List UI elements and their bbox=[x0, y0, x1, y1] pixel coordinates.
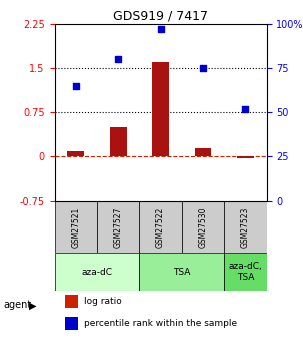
FancyBboxPatch shape bbox=[224, 254, 267, 290]
Text: TSA: TSA bbox=[173, 267, 191, 277]
Title: GDS919 / 7417: GDS919 / 7417 bbox=[113, 10, 208, 23]
Bar bbox=[65, 317, 78, 330]
Point bbox=[158, 27, 163, 32]
FancyBboxPatch shape bbox=[224, 200, 267, 254]
Point bbox=[201, 66, 205, 71]
Point bbox=[116, 57, 121, 62]
Point bbox=[243, 106, 248, 111]
Point bbox=[73, 83, 78, 89]
FancyBboxPatch shape bbox=[182, 200, 224, 254]
Text: aza-dC,
TSA: aza-dC, TSA bbox=[228, 262, 262, 282]
Text: GSM27522: GSM27522 bbox=[156, 206, 165, 248]
FancyBboxPatch shape bbox=[139, 200, 182, 254]
Text: GSM27521: GSM27521 bbox=[71, 206, 80, 248]
Bar bbox=[237, 157, 254, 158]
Text: GSM27523: GSM27523 bbox=[241, 206, 250, 248]
Bar bbox=[65, 295, 78, 308]
Bar bbox=[110, 127, 127, 157]
Text: aza-dC: aza-dC bbox=[82, 267, 112, 277]
Text: percentile rank within the sample: percentile rank within the sample bbox=[84, 319, 237, 328]
Bar bbox=[195, 148, 211, 157]
Text: agent: agent bbox=[3, 300, 31, 310]
Text: log ratio: log ratio bbox=[84, 297, 122, 306]
FancyBboxPatch shape bbox=[55, 200, 97, 254]
Text: ▶: ▶ bbox=[29, 300, 36, 310]
Text: GSM27530: GSM27530 bbox=[198, 206, 208, 248]
Bar bbox=[67, 150, 84, 157]
FancyBboxPatch shape bbox=[139, 254, 224, 290]
Bar bbox=[152, 62, 169, 157]
Text: GSM27527: GSM27527 bbox=[114, 206, 123, 248]
FancyBboxPatch shape bbox=[55, 254, 139, 290]
FancyBboxPatch shape bbox=[97, 200, 139, 254]
